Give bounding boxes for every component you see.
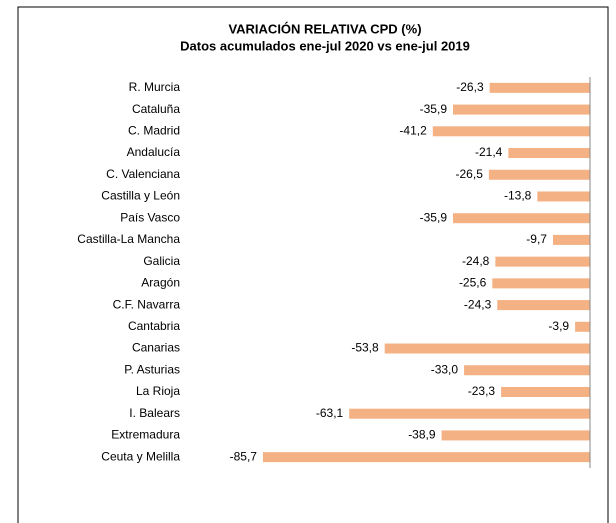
bar — [441, 430, 590, 441]
value-label: -63,1 — [316, 406, 344, 420]
bar — [488, 169, 590, 180]
category-label: C. Valenciana — [106, 167, 180, 181]
bar — [464, 365, 590, 376]
value-label: -25,6 — [459, 276, 487, 290]
value-label: -41,2 — [399, 123, 427, 137]
bar — [501, 386, 590, 397]
bar — [432, 126, 590, 137]
bar — [489, 82, 590, 93]
category-label: C.F. Navarra — [113, 297, 181, 311]
bar — [575, 321, 590, 332]
chart-title: VARIACIÓN RELATIVA CPD (%) — [228, 21, 421, 36]
value-label: -9,7 — [526, 232, 547, 246]
category-label: Castilla y León — [101, 189, 180, 203]
value-label: -33,0 — [431, 362, 459, 376]
category-label: C. Madrid — [128, 123, 180, 137]
category-label: Aragón — [141, 276, 180, 290]
bar — [497, 300, 590, 311]
category-label: P. Asturias — [124, 362, 180, 376]
category-label: R. Murcia — [129, 80, 181, 94]
category-label: Cantabria — [128, 319, 180, 333]
category-label: Ceuta y Melilla — [101, 449, 180, 463]
value-label: -26,3 — [456, 80, 484, 94]
bar — [537, 191, 590, 202]
bar — [453, 104, 590, 115]
category-label: Galicia — [143, 254, 180, 268]
category-label: Castilla-La Mancha — [77, 232, 180, 246]
category-label: Andalucía — [127, 145, 181, 159]
value-label: -35,9 — [420, 210, 448, 224]
bar — [492, 278, 590, 289]
value-label: -24,3 — [464, 297, 492, 311]
value-label: -85,7 — [230, 449, 258, 463]
value-label: -26,5 — [456, 167, 484, 181]
bar — [508, 148, 590, 159]
bar — [495, 256, 590, 267]
frame — [17, 6, 609, 523]
value-label: -3,9 — [548, 319, 569, 333]
value-label: -38,9 — [408, 428, 436, 442]
category-label: Extremadura — [111, 428, 180, 442]
bar — [262, 452, 590, 463]
value-label: -21,4 — [475, 145, 503, 159]
bar — [349, 408, 590, 419]
bar — [384, 343, 590, 354]
value-label: -23,3 — [468, 384, 496, 398]
category-label: I. Balears — [129, 406, 180, 420]
value-label: -24,8 — [462, 254, 490, 268]
category-label: País Vasco — [120, 210, 180, 224]
category-label: La Rioja — [136, 384, 180, 398]
bar — [552, 234, 590, 245]
bar — [453, 213, 590, 224]
value-label: -13,8 — [504, 189, 532, 203]
value-label: -53,8 — [351, 341, 379, 355]
category-label: Canarias — [132, 341, 180, 355]
chart-subtitle: Datos acumulados ene-jul 2020 vs ene-jul… — [180, 38, 470, 53]
category-label: Cataluña — [132, 102, 180, 116]
value-label: -35,9 — [420, 102, 448, 116]
